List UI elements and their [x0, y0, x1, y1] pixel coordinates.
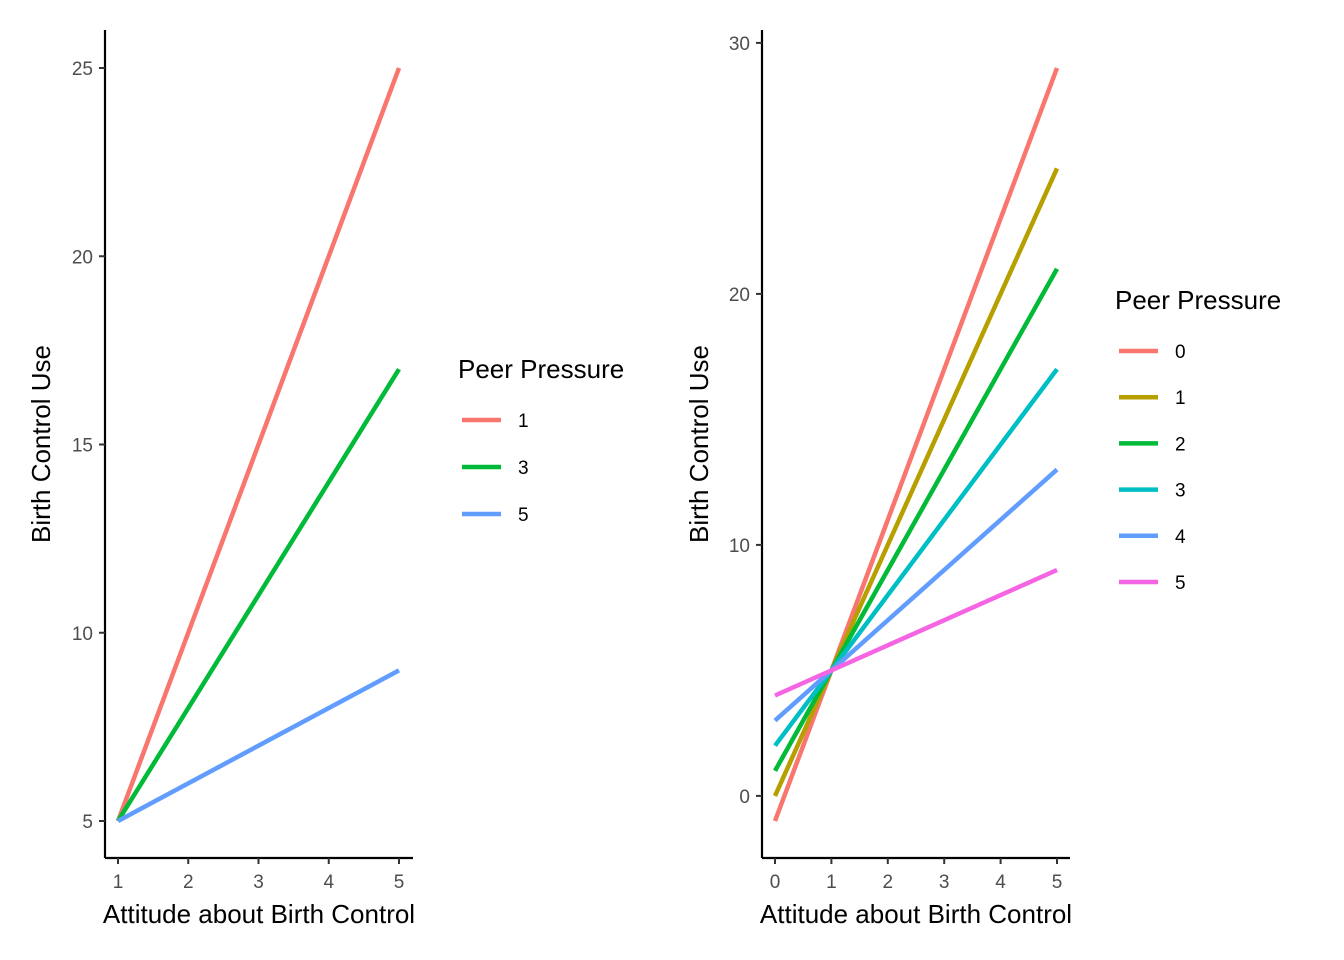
- y-tick-label: 30: [729, 34, 750, 55]
- y-tick-label: 5: [82, 812, 93, 833]
- legend-label-1: 1: [1175, 388, 1186, 409]
- legend-label-5: 5: [1175, 573, 1186, 594]
- legend-label-1: 1: [518, 411, 529, 432]
- legend: Peer Pressure 1 3 5: [458, 354, 624, 526]
- y-tick-label: 0: [739, 787, 750, 808]
- legend: Peer Pressure 0 1 2 3 4 5: [1115, 285, 1281, 594]
- series-line-4: [773, 467, 1059, 723]
- x-axis-title: Attitude about Birth Control: [760, 899, 1072, 929]
- series-line-2: [773, 267, 1059, 772]
- legend-label-2: 2: [1175, 434, 1186, 455]
- y-tick-label: 20: [72, 247, 93, 268]
- x-tick-label: 3: [253, 872, 264, 893]
- x-tick-label: 2: [883, 872, 894, 893]
- legend-label-4: 4: [1175, 527, 1186, 548]
- y-axis-title: Birth Control Use: [684, 345, 714, 543]
- y-tick-label: 15: [72, 436, 93, 457]
- x-tick-label: 0: [770, 872, 781, 893]
- legend-label-5: 5: [518, 505, 529, 526]
- legend-title: Peer Pressure: [1115, 285, 1281, 315]
- series-line-5: [774, 567, 1058, 698]
- y-tick-label: 25: [72, 59, 93, 80]
- legend-label-3: 3: [1175, 481, 1186, 502]
- x-axis-title: Attitude about Birth Control: [103, 899, 415, 929]
- x-tick-label: 2: [183, 872, 194, 893]
- x-tick-label: 5: [394, 872, 405, 893]
- legend-label-3: 3: [518, 458, 529, 479]
- x-tick-label: 1: [826, 872, 837, 893]
- y-axis-title: Birth Control Use: [26, 345, 56, 543]
- series-line-3: [773, 367, 1059, 748]
- series-line-1: [772, 167, 1060, 797]
- series-line-3: [116, 368, 401, 823]
- series-line-1: [115, 67, 402, 822]
- x-tick-label: 5: [1052, 872, 1063, 893]
- series-line-0: [772, 67, 1060, 822]
- x-tick-label: 3: [939, 872, 950, 893]
- x-tick-label: 4: [323, 872, 334, 893]
- x-tick-label: 1: [113, 872, 124, 893]
- y-tick-label: 10: [729, 536, 750, 557]
- y-tick-label: 20: [729, 285, 750, 306]
- x-tick-label: 4: [995, 872, 1006, 893]
- y-tick-label: 10: [72, 624, 93, 645]
- legend-title: Peer Pressure: [458, 354, 624, 384]
- series-line-5: [116, 668, 401, 823]
- legend-label-0: 0: [1175, 342, 1186, 363]
